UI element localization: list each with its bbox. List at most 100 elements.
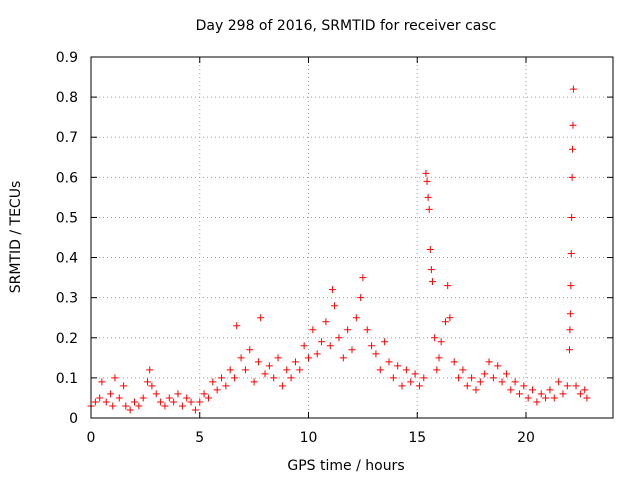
x-tick-label: 5 (195, 430, 204, 446)
data-point-marker (109, 402, 117, 410)
data-point-marker (428, 278, 436, 286)
data-point-marker (542, 394, 550, 402)
data-point-marker (433, 366, 441, 374)
data-point-marker (144, 378, 152, 386)
data-point-marker (376, 366, 384, 374)
data-point-marker (135, 402, 143, 410)
grid-layer (91, 57, 613, 418)
data-point-marker (533, 398, 541, 406)
data-point-marker (555, 378, 563, 386)
data-point-marker (411, 370, 419, 378)
data-point-marker (122, 402, 130, 410)
data-point-marker (463, 382, 471, 390)
data-point-marker (507, 386, 515, 394)
data-point-marker (152, 390, 160, 398)
data-point-marker (372, 350, 380, 358)
data-point-marker (455, 374, 463, 382)
data-point-marker (581, 386, 589, 394)
data-point-marker (489, 374, 497, 382)
data-point-marker (422, 169, 430, 177)
x-axis-title: GPS time / hours (287, 458, 404, 474)
y-tick-label: 0.5 (56, 210, 78, 226)
data-point-marker (196, 398, 204, 406)
data-point-marker (291, 358, 299, 366)
data-point-marker (226, 366, 234, 374)
data-point-marker (563, 382, 571, 390)
data-point-marker (91, 398, 99, 406)
data-point-marker (566, 346, 573, 354)
y-tick-label: 0.3 (56, 291, 78, 307)
data-point-marker (363, 326, 371, 334)
data-point-marker (529, 386, 537, 394)
data-point-marker (187, 398, 195, 406)
data-point-marker (385, 358, 393, 366)
data-point-marker (566, 310, 574, 318)
x-tick-label: 15 (408, 430, 426, 446)
axis-ticks: 0 0.1 0.2 0.3 0.4 0.5 0.6 0.7 0.8 0.9 0 5 10 15 20 (56, 50, 613, 446)
data-point-marker (569, 145, 577, 153)
data-point-marker (357, 294, 365, 302)
data-point-marker (174, 390, 182, 398)
data-point-marker (511, 378, 519, 386)
plot-frame (90, 56, 614, 419)
data-point-marker (131, 398, 138, 406)
y-tick-label: 0.9 (56, 50, 78, 66)
data-point-marker (498, 378, 506, 386)
data-point-marker (572, 382, 580, 390)
data-point-marker (567, 250, 575, 258)
data-point-marker (161, 402, 169, 410)
data-point-marker (576, 390, 584, 398)
data-point-marker (424, 193, 432, 201)
data-point-marker (209, 378, 217, 386)
data-point-marker (233, 322, 241, 330)
data-point-marker (261, 370, 269, 378)
data-point-marker (472, 386, 480, 394)
data-point-marker (283, 366, 291, 374)
data-point-marker (231, 374, 239, 382)
data-point-marker (96, 394, 104, 402)
x-tick-label: 20 (517, 430, 535, 446)
data-point-marker (567, 282, 575, 290)
data-point-marker (415, 382, 423, 390)
data-point-marker (431, 334, 439, 342)
data-point-marker (348, 346, 356, 354)
data-point-marker (265, 362, 273, 370)
data-point-marker (359, 274, 367, 282)
data-point-marker (200, 390, 208, 398)
data-point-marker (111, 374, 119, 382)
data-point-marker (326, 342, 334, 350)
x-tick-label: 10 (300, 430, 318, 446)
y-tick-label: 0.4 (56, 251, 78, 267)
y-tick-label: 0.6 (56, 170, 78, 186)
data-point-marker (546, 386, 554, 394)
data-point-marker (328, 286, 336, 294)
data-point-marker (213, 386, 221, 394)
data-point-marker (254, 358, 262, 366)
data-point-marker (218, 374, 225, 382)
data-point-marker (402, 366, 410, 374)
data-point-marker (423, 177, 431, 185)
data-point-marker (278, 382, 286, 390)
data-point-marker (520, 382, 528, 390)
data-point-marker (305, 354, 312, 362)
data-point-marker (241, 366, 249, 374)
data-point-marker (425, 205, 433, 213)
data-point-marker (481, 370, 489, 378)
data-point-marker (204, 394, 212, 402)
data-point-marker (407, 378, 415, 386)
data-point-marker (569, 121, 577, 129)
data-point-marker (450, 358, 458, 366)
data-point-marker (318, 338, 326, 346)
data-point-marker (287, 374, 295, 382)
data-point-marker (246, 346, 254, 354)
data-point-marker (583, 394, 591, 402)
chart-title: Day 298 of 2016, SRMTID for receiver cas… (196, 18, 497, 34)
data-point-marker (524, 394, 532, 402)
data-point-marker (352, 314, 360, 322)
data-point-marker (191, 406, 199, 414)
data-point-marker (568, 173, 576, 181)
y-tick-label: 0.2 (56, 331, 78, 347)
data-point-marker (257, 314, 265, 322)
data-point-marker (107, 390, 115, 398)
